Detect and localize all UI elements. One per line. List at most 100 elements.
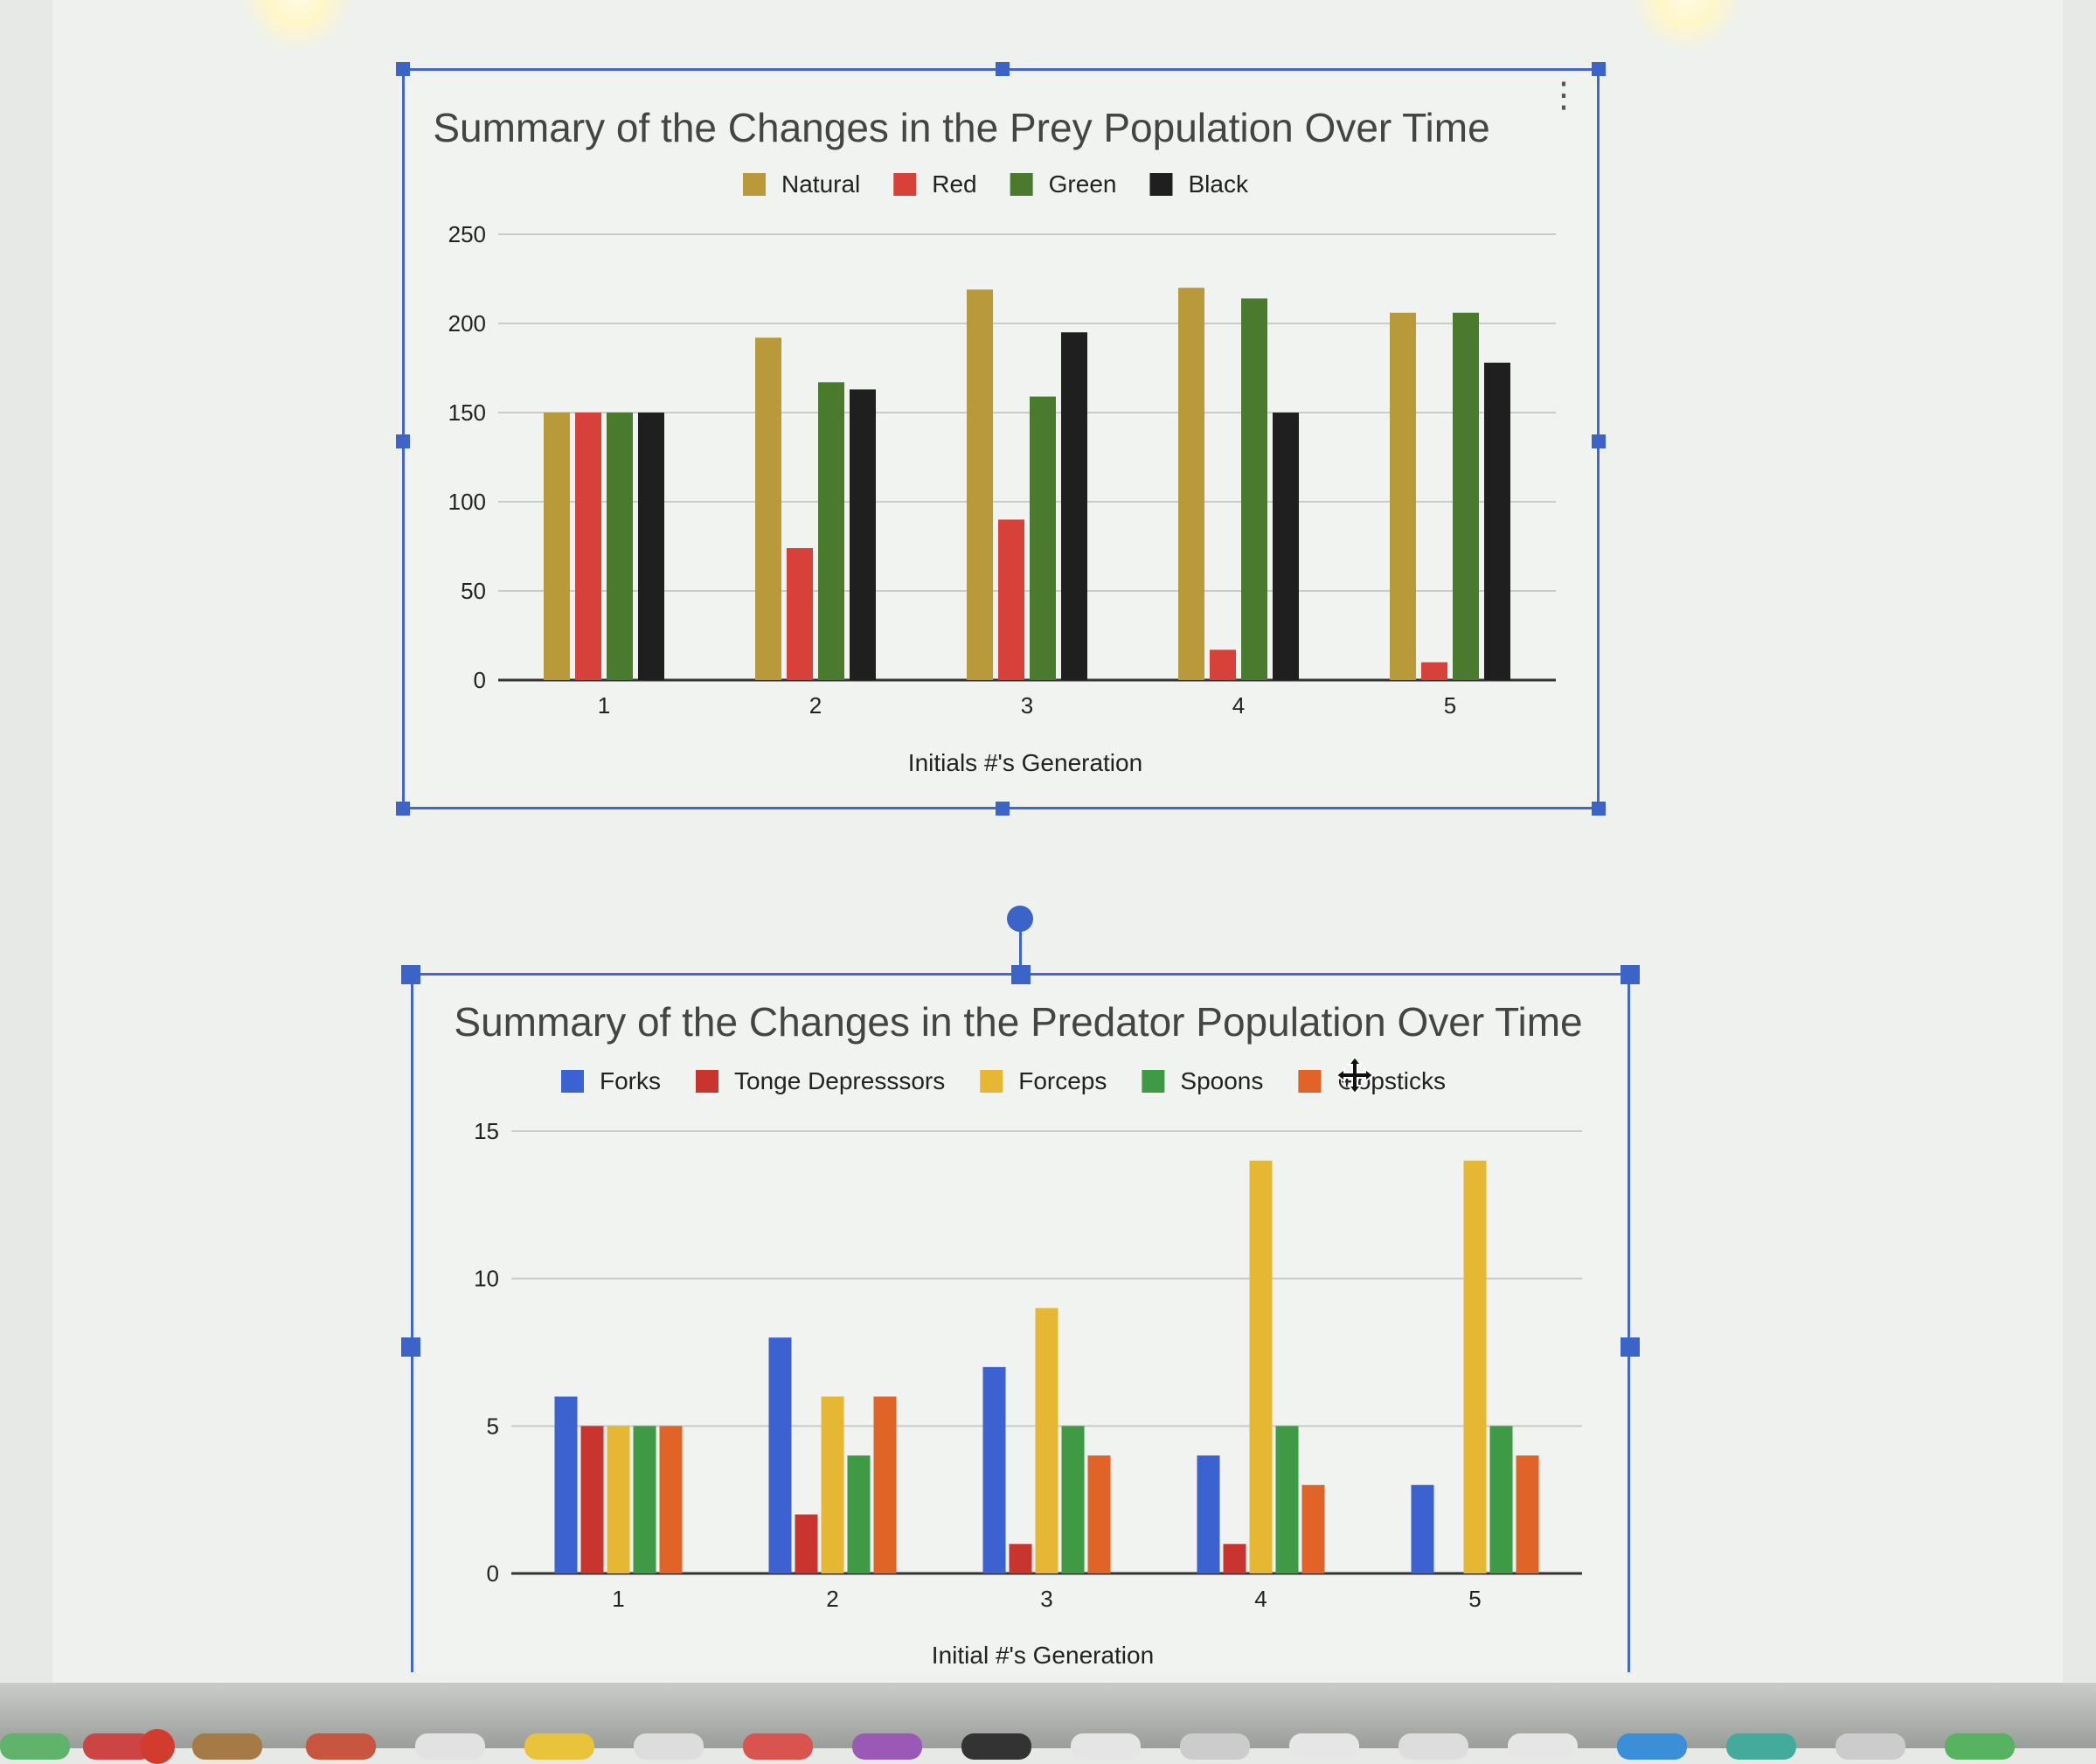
bar <box>544 413 570 680</box>
resize-handle[interactable] <box>396 434 410 448</box>
dock-app-icon[interactable] <box>1617 1733 1687 1760</box>
y-tick-label: 250 <box>448 221 486 247</box>
y-tick-label: 100 <box>448 489 486 515</box>
bar <box>1411 1484 1434 1573</box>
bar <box>982 1366 1006 1573</box>
dock-app-icon[interactable] <box>1398 1733 1468 1760</box>
legend-swatch <box>980 1070 1003 1093</box>
legend-label: Black <box>1188 170 1248 198</box>
bar <box>850 389 876 680</box>
bar <box>1009 1544 1032 1573</box>
bar <box>795 1514 818 1573</box>
bar <box>1241 298 1267 680</box>
dock-app-icon[interactable] <box>306 1733 376 1760</box>
resize-handle[interactable] <box>1011 965 1031 984</box>
dock-app-icon[interactable] <box>1508 1733 1578 1760</box>
bar <box>818 382 844 680</box>
dock-app-icon[interactable] <box>852 1733 922 1760</box>
prey-y-axis: 0 50 100 150 200 250 <box>448 221 486 693</box>
move-cursor-icon <box>1335 1055 1375 1095</box>
bar <box>607 413 633 680</box>
x-tick-label: 5 <box>1444 692 1456 719</box>
dock-app-icon[interactable] <box>0 1733 70 1760</box>
legend-swatch <box>743 173 766 196</box>
notification-badge <box>140 1729 175 1764</box>
resize-handle[interactable] <box>996 62 1010 76</box>
dock-app-icon[interactable] <box>1071 1733 1141 1760</box>
bar <box>1210 649 1236 680</box>
legend-label: Forceps <box>1018 1067 1107 1094</box>
y-tick-label: 50 <box>461 578 486 604</box>
y-tick-label: 10 <box>474 1266 499 1292</box>
y-tick-label: 150 <box>448 399 486 426</box>
predator-x-axis: 1 2 3 4 5 <box>612 1586 1481 1612</box>
legend-label: Spoons <box>1180 1067 1263 1094</box>
resize-handle[interactable] <box>1592 434 1606 448</box>
dock-app-icon[interactable] <box>1945 1733 2015 1760</box>
resize-handle[interactable] <box>996 802 1010 816</box>
bar <box>1035 1308 1058 1573</box>
bar <box>580 1426 604 1573</box>
resize-handle[interactable] <box>1621 965 1640 984</box>
bar <box>633 1426 656 1573</box>
bar <box>1273 413 1299 680</box>
y-tick-label: 15 <box>474 1118 499 1144</box>
predator-y-axis: 0 5 10 15 <box>474 1118 499 1587</box>
x-tick-label: 4 <box>1232 692 1245 719</box>
x-tick-label: 1 <box>612 1586 624 1612</box>
bar <box>554 1396 578 1573</box>
chart-menu-icon[interactable]: ⋮ <box>1546 75 1581 115</box>
x-tick-label: 5 <box>1468 1586 1481 1612</box>
dock-app-icon[interactable] <box>524 1733 594 1760</box>
bar <box>1421 662 1447 680</box>
prey-x-axis: 1 2 3 4 5 <box>598 692 1456 719</box>
legend-swatch <box>561 1070 584 1093</box>
dock-app-icon[interactable] <box>1289 1733 1359 1760</box>
resize-handle[interactable] <box>401 965 420 984</box>
x-tick-label: 2 <box>826 1586 838 1612</box>
resize-handle[interactable] <box>1592 802 1606 816</box>
bar <box>1223 1544 1246 1573</box>
legend-swatch <box>1298 1070 1322 1093</box>
bar <box>638 413 664 680</box>
dock-app-icon[interactable] <box>1180 1733 1250 1760</box>
prey-bars <box>544 288 1510 680</box>
dock-app-icon[interactable] <box>192 1733 262 1760</box>
bar <box>768 1337 792 1573</box>
legend-swatch <box>1142 1070 1165 1093</box>
bar <box>847 1455 871 1573</box>
dock-app-icon[interactable] <box>1836 1733 1905 1760</box>
dock-app-icon[interactable] <box>634 1733 704 1760</box>
dock-app-icon[interactable] <box>961 1733 1031 1760</box>
bar <box>1463 1160 1487 1573</box>
x-tick-label: 3 <box>1021 692 1033 719</box>
resize-handle[interactable] <box>401 1337 420 1357</box>
resize-handle[interactable] <box>396 802 410 816</box>
bar <box>873 1396 897 1573</box>
bar <box>755 337 781 680</box>
legend-label: Forks <box>600 1067 661 1094</box>
prey-chart-title: Summary of the Changes in the Prey Popul… <box>433 105 1489 150</box>
dock-app-icon[interactable] <box>1726 1733 1796 1760</box>
bar <box>1484 362 1510 680</box>
dock-app-icon[interactable] <box>415 1733 485 1760</box>
resize-handle[interactable] <box>396 62 410 76</box>
prey-gridlines <box>498 233 1556 682</box>
bar <box>998 519 1024 680</box>
predator-legend: Forks Tonge Depresssors Forceps Spoons ⊕opst… <box>561 1067 1446 1094</box>
y-tick-label: 200 <box>448 310 486 337</box>
bar <box>575 413 601 680</box>
dock-app-icon[interactable] <box>743 1733 813 1760</box>
legend-label: Natural <box>781 170 860 198</box>
rotate-handle[interactable] <box>1007 906 1033 932</box>
legend-label: Red <box>932 170 976 198</box>
resize-handle[interactable] <box>1621 1337 1640 1357</box>
legend-label: Tonge Depresssors <box>734 1067 945 1094</box>
predator-x-axis-label: Initial #'s Generation <box>932 1642 1154 1669</box>
bar <box>1030 396 1056 680</box>
bar <box>821 1396 844 1573</box>
resize-handle[interactable] <box>1592 62 1606 76</box>
prey-x-axis-label: Initials #'s Generation <box>908 749 1142 776</box>
